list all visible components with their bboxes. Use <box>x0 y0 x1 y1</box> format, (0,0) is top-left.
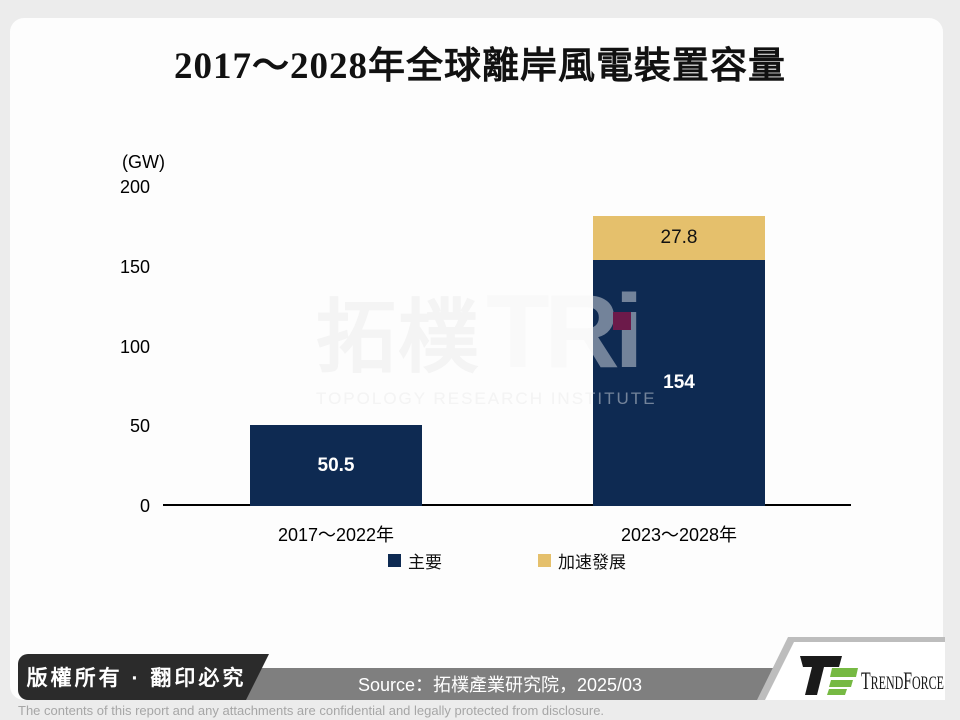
bar-value-label: 50.5 <box>317 454 355 476</box>
bar-value-label: 154 <box>663 372 695 394</box>
chart-legend: 主要 加速發展 <box>163 548 851 573</box>
legend-swatch <box>538 554 551 567</box>
logo-mark-black-stem <box>805 667 824 695</box>
bar-value-label: 27.8 <box>660 227 698 249</box>
y-tick-label: 200 <box>119 177 150 197</box>
watermark-i-dot <box>613 312 631 330</box>
x-axis-line <box>163 504 851 506</box>
legend-label: 主要 <box>408 553 442 572</box>
y-tick-label: 50 <box>129 416 150 437</box>
brand-wordmark: TRENDFORCE <box>861 668 944 695</box>
x-axis-category-label: 2023～2028年 <box>620 525 738 545</box>
copyright-band: 版權所有 · 翻印必究 <box>18 654 269 700</box>
logo-mark-green <box>827 668 858 695</box>
bar-segment-主要: 50.5 <box>250 425 422 506</box>
confidential-note: The contents of this report and any atta… <box>18 703 605 718</box>
x-axis-category-label: 2017～2022年 <box>277 525 395 545</box>
source-text: Source：拓樸產業研究院，2025/03 <box>357 675 643 695</box>
y-tick-label: 0 <box>139 496 150 516</box>
legend-label: 加速發展 <box>558 553 626 572</box>
y-tick-label: 150 <box>119 256 150 277</box>
copyright-text: 版權所有 · 翻印必究 <box>26 667 247 690</box>
bar-segment-主要: 154 <box>593 260 765 506</box>
chart-title: 2017～2028年全球離岸風電裝置容量 <box>174 46 786 87</box>
slide-background <box>10 18 943 700</box>
legend-item: 主要 <box>388 548 442 573</box>
legend-item: 加速發展 <box>538 548 626 573</box>
trendforce-logo: TRENDFORCE <box>757 637 945 700</box>
bar-segment-加速發展: 27.8 <box>593 216 765 261</box>
y-tick-label: 100 <box>119 336 150 357</box>
logo-mark-black <box>800 656 842 667</box>
y-axis-unit-label: (GW) <box>122 152 165 172</box>
legend-swatch <box>388 554 401 567</box>
